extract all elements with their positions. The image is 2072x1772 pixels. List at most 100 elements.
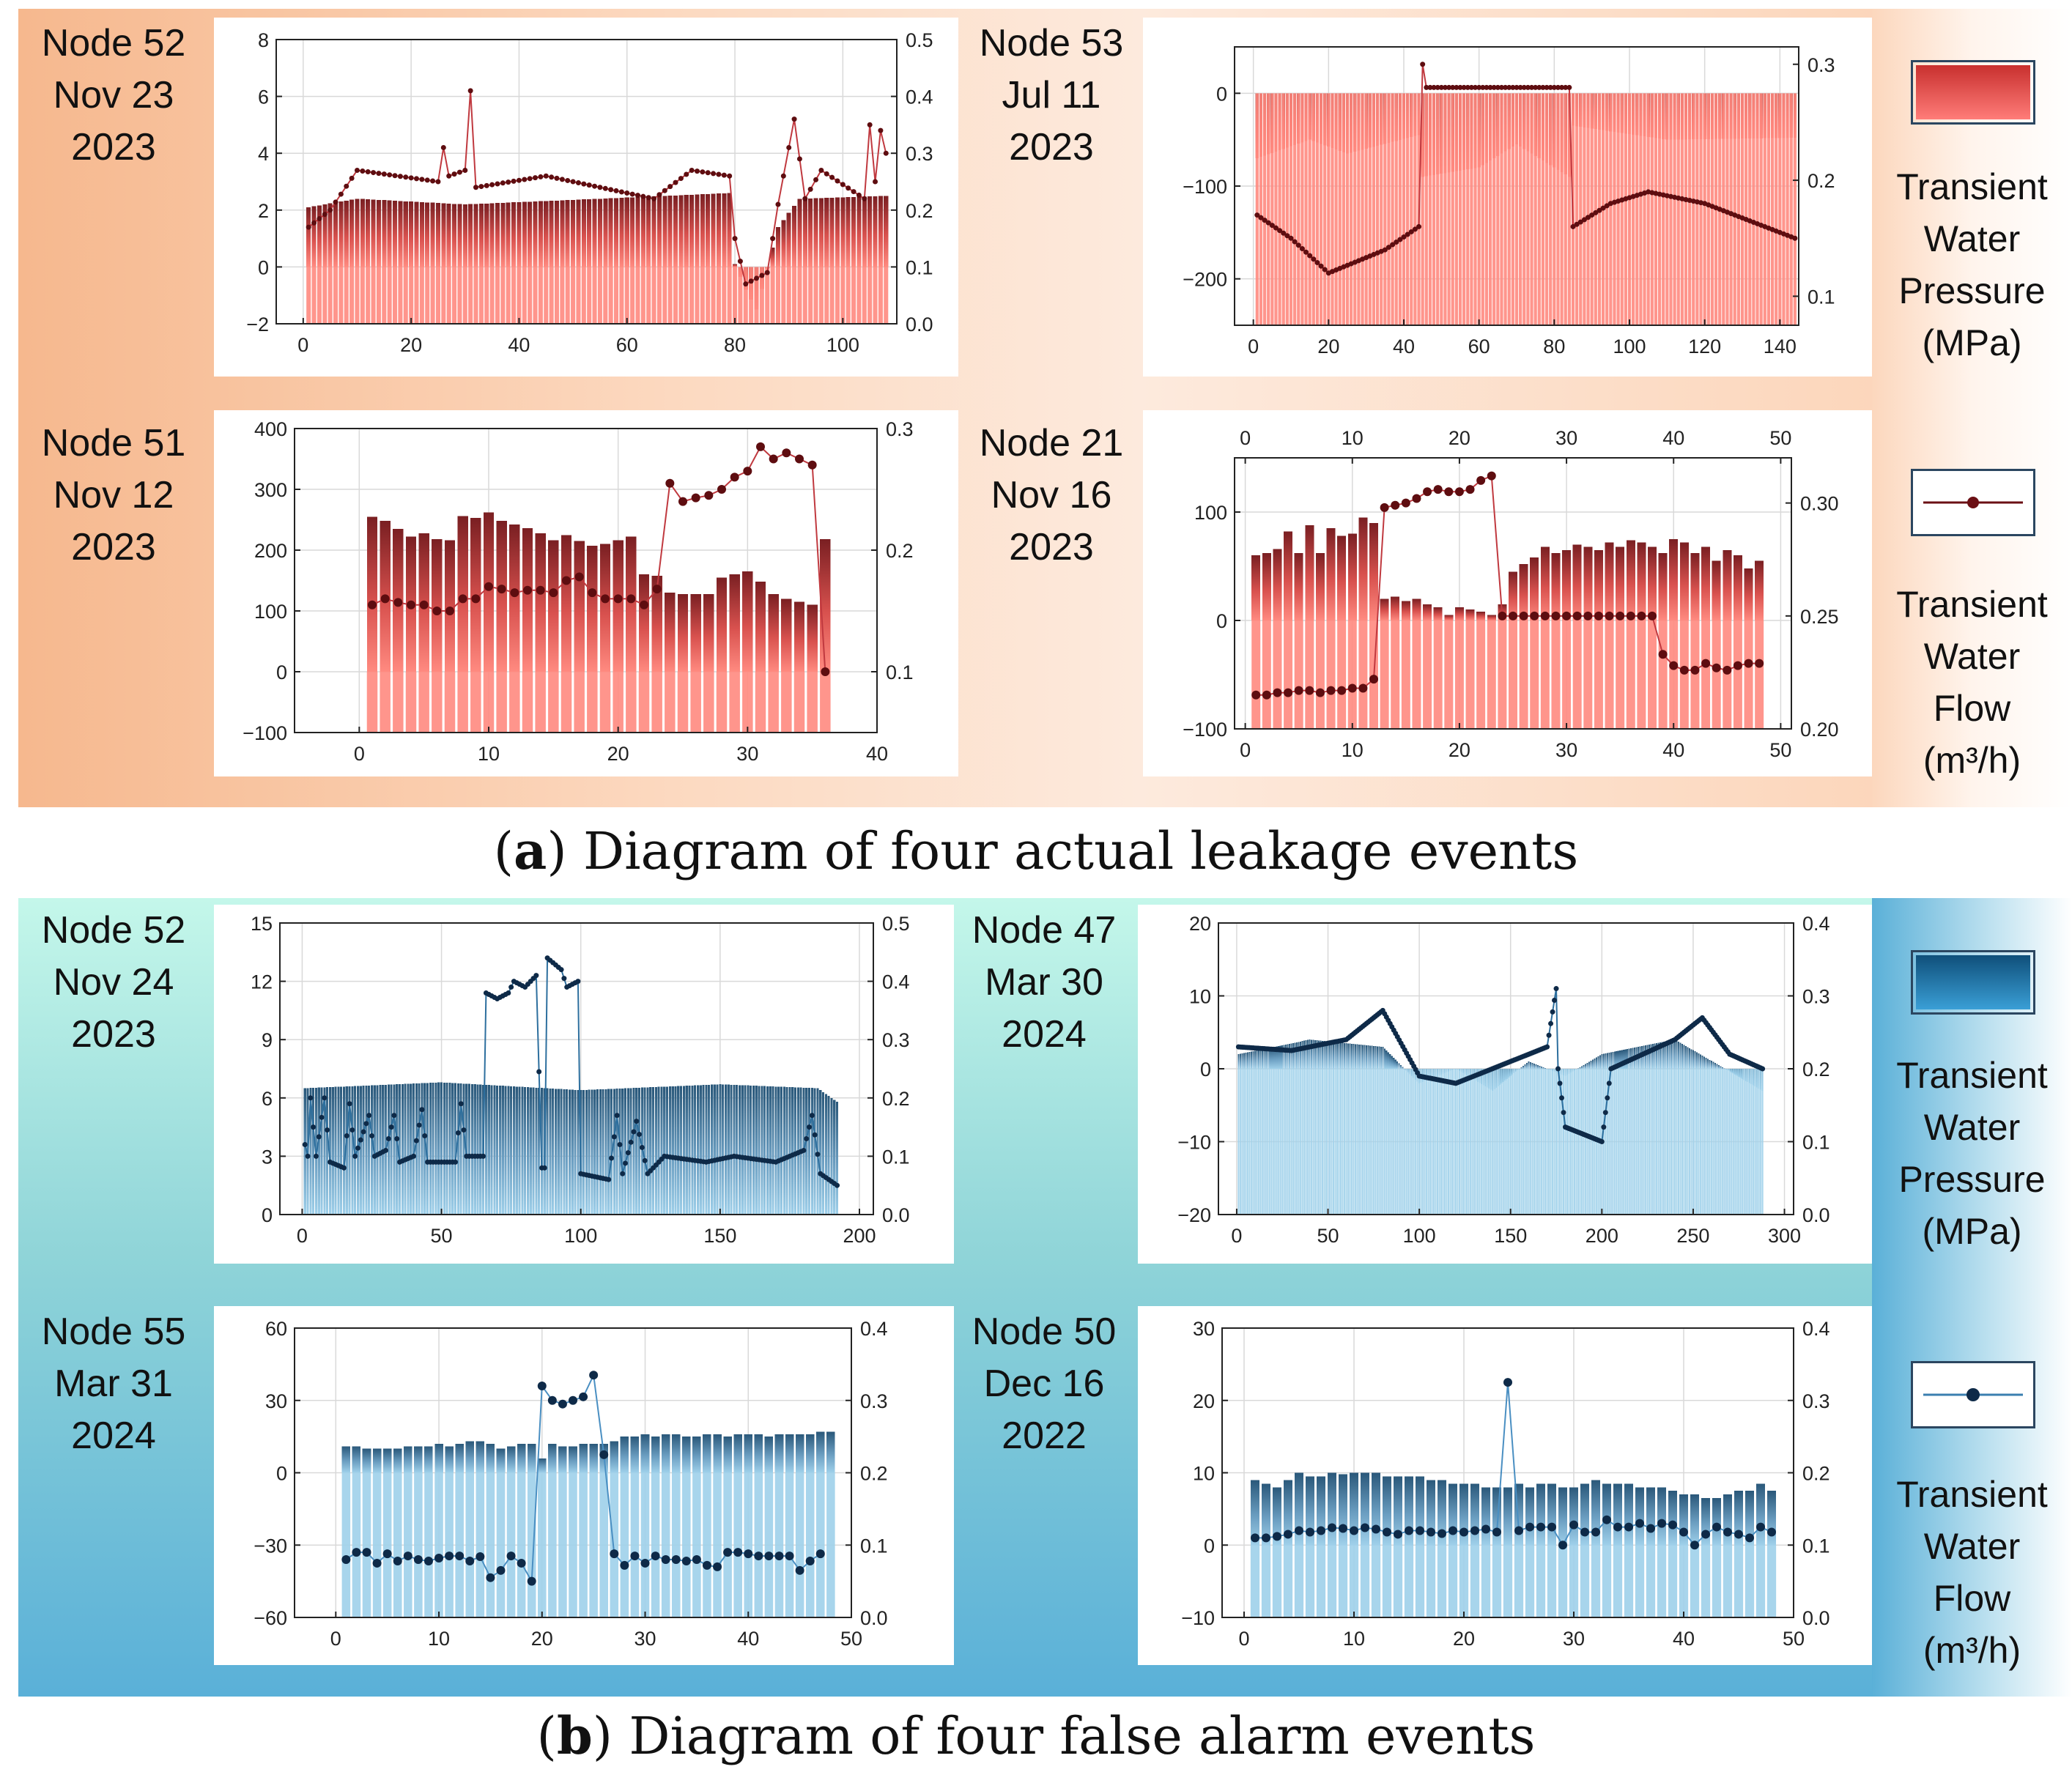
pressure-bar-base: [1580, 1069, 1583, 1215]
pressure-bar-base: [328, 267, 333, 324]
pressure-bar: [511, 202, 517, 267]
pressure-bar-base: [1358, 620, 1368, 729]
pressure-bar-base: [1657, 93, 1662, 325]
pressure-bar: [323, 1087, 326, 1215]
x-top-tick-label: 20: [1448, 427, 1470, 449]
x-tick-label: 200: [843, 1225, 876, 1247]
pressure-bar-base: [1303, 1069, 1306, 1215]
pressure-bar-base: [468, 267, 473, 324]
pressure-bar-base: [1766, 1545, 1777, 1617]
pressure-bar: [444, 540, 456, 672]
node-label-a3: Node 51 Nov 12 2023: [18, 418, 209, 574]
pressure-bar: [1326, 528, 1336, 620]
pressure-bar-base: [1353, 1069, 1355, 1215]
pressure-bar: [729, 574, 740, 672]
x-top-tick-label: 30: [1555, 427, 1577, 449]
pressure-bar-base: [1540, 620, 1550, 729]
x-tick-label: 10: [1342, 739, 1364, 761]
legend-line: (MPa): [1922, 322, 2022, 363]
flow-point: [716, 171, 722, 177]
pressure-bar: [722, 193, 727, 267]
x-tick-label: 30: [1563, 1628, 1585, 1650]
pressure-bar: [465, 1441, 475, 1473]
pressure-bar-base: [1699, 93, 1703, 325]
pressure-bar: [1481, 1487, 1491, 1546]
pressure-bar: [1257, 1050, 1259, 1069]
pressure-bar-base: [1656, 1069, 1658, 1215]
pressure-bar: [528, 201, 533, 267]
pressure-bar-base: [1645, 1069, 1647, 1215]
flow-point: [1491, 84, 1497, 90]
pressure-bar: [1536, 1483, 1546, 1546]
pressure-bar-base: [856, 267, 862, 324]
pressure-bar: [393, 1448, 402, 1473]
pressure-bar-base: [829, 267, 835, 324]
flow-point: [1444, 487, 1454, 497]
pressure-bar-base: [813, 267, 818, 324]
pressure-bar: [509, 524, 520, 672]
y-tick-label: −30: [254, 1535, 287, 1557]
flow-point: [652, 585, 662, 594]
pressure-bar-base: [1279, 1069, 1281, 1215]
pressure-bar: [510, 1086, 513, 1215]
pressure-bar-base: [1616, 620, 1625, 729]
y-tick-label: 20: [1193, 1390, 1215, 1412]
node-label-b1: Node 52 Nov 24 2023: [18, 905, 209, 1061]
y-tick-label: −100: [1183, 176, 1227, 198]
pressure-bar: [425, 202, 430, 267]
pressure-bar-base: [1590, 1069, 1592, 1215]
pressure-bar-base: [1525, 1545, 1535, 1617]
pressure-bar-base: [1617, 1069, 1619, 1215]
pressure-bar-base: [1431, 1069, 1433, 1215]
flow-point: [1424, 84, 1429, 90]
pressure-bar-base: [1591, 1545, 1601, 1617]
pressure-bar-base: [1389, 1069, 1391, 1215]
pressure-bar: [604, 1089, 607, 1215]
pressure-bar-base: [597, 267, 602, 324]
flow-point: [786, 144, 792, 150]
pressure-bar-base: [1670, 1069, 1673, 1215]
pressure-bar-base: [1290, 1069, 1292, 1215]
pressure-bar-base: [1281, 93, 1285, 325]
pressure-bar-base: [1394, 93, 1398, 325]
pressure-bar: [459, 1083, 462, 1215]
pressure-bar-base: [1503, 1545, 1513, 1617]
flow-point: [1723, 1527, 1732, 1537]
flow-point: [613, 188, 619, 193]
pressure-bar: [507, 1086, 510, 1215]
pressure-bar-base: [1635, 1069, 1638, 1215]
pressure-bar: [744, 1085, 747, 1215]
legend-line: Pressure: [1898, 270, 2046, 311]
flow-point: [807, 1124, 813, 1130]
pressure-bar-base: [1459, 1545, 1469, 1617]
pressure-bar-base: [1369, 1069, 1371, 1215]
node-label-line: Node 52: [41, 22, 186, 64]
pressure-bar: [581, 199, 586, 267]
pressure-bar-base: [1400, 1069, 1402, 1215]
pressure-bar: [1401, 601, 1410, 620]
flow-point: [1591, 1527, 1600, 1537]
pressure-bar: [1342, 1042, 1344, 1069]
pressure-bar-base: [1487, 1069, 1490, 1215]
pressure-bar-base: [1328, 1069, 1331, 1215]
pressure-bar-base: [1416, 1069, 1418, 1215]
pressure-bar: [1766, 1491, 1777, 1546]
flow-point: [372, 1558, 382, 1568]
flow-point: [1322, 267, 1328, 273]
pressure-bar: [549, 201, 554, 267]
pressure-bar-base: [581, 267, 586, 324]
flow-point: [1420, 62, 1426, 67]
y2-tick-label: 0.3: [906, 143, 933, 165]
flow-point: [419, 177, 425, 182]
pressure-bar-base: [1551, 620, 1561, 729]
pressure-bar: [824, 1094, 827, 1215]
pressure-bar-base: [1537, 93, 1541, 325]
pressure-bar-base: [1272, 1545, 1282, 1617]
pressure-bar-base: [1690, 1069, 1692, 1215]
flow-point: [322, 1095, 328, 1101]
pressure-bar-base: [786, 267, 791, 324]
flow-point: [684, 171, 689, 177]
pressure-bar-base: [1301, 1069, 1303, 1215]
pressure-bar: [1320, 1040, 1322, 1069]
pressure-bar-base: [1462, 93, 1466, 325]
